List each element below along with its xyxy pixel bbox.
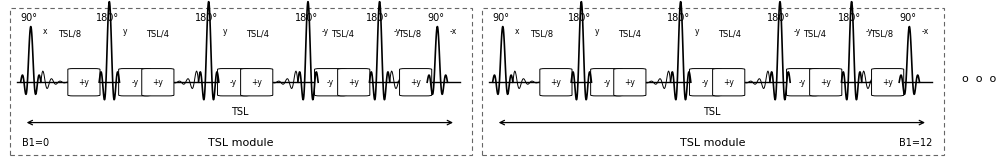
- Text: TSL/4: TSL/4: [803, 29, 826, 38]
- Text: 180°: 180°: [767, 13, 790, 22]
- Text: -y: -y: [794, 27, 801, 36]
- FancyBboxPatch shape: [713, 69, 745, 96]
- Text: +y: +y: [550, 78, 561, 87]
- FancyBboxPatch shape: [540, 69, 572, 96]
- FancyBboxPatch shape: [787, 69, 819, 96]
- Text: TSL/4: TSL/4: [146, 29, 169, 38]
- Text: TSL/8: TSL/8: [530, 29, 554, 38]
- Text: 90°: 90°: [899, 13, 916, 22]
- Text: TSL/4: TSL/4: [331, 29, 354, 38]
- Text: +y: +y: [723, 78, 734, 87]
- Text: +y: +y: [251, 78, 262, 87]
- FancyBboxPatch shape: [68, 69, 100, 96]
- Text: TSL/8: TSL/8: [870, 29, 893, 38]
- Text: B1=0: B1=0: [22, 138, 49, 148]
- Text: TSL: TSL: [231, 107, 249, 117]
- Text: 180°: 180°: [667, 13, 690, 22]
- FancyBboxPatch shape: [315, 69, 347, 96]
- FancyBboxPatch shape: [614, 69, 646, 96]
- FancyBboxPatch shape: [872, 69, 904, 96]
- Text: -y: -y: [799, 78, 806, 87]
- FancyBboxPatch shape: [400, 69, 432, 96]
- FancyBboxPatch shape: [338, 69, 370, 96]
- FancyBboxPatch shape: [218, 69, 250, 96]
- Text: +y: +y: [152, 78, 163, 87]
- Text: o  o  o: o o o: [962, 74, 996, 84]
- Text: TSL module: TSL module: [208, 138, 274, 148]
- Text: +y: +y: [348, 78, 359, 87]
- Text: -y: -y: [702, 78, 709, 87]
- Text: 180°: 180°: [295, 13, 318, 22]
- Text: -y: -y: [322, 27, 329, 36]
- FancyBboxPatch shape: [482, 8, 944, 155]
- FancyBboxPatch shape: [119, 69, 151, 96]
- Text: 90°: 90°: [492, 13, 509, 22]
- Text: TSL/8: TSL/8: [58, 29, 82, 38]
- Text: TSL/4: TSL/4: [718, 29, 741, 38]
- Text: TSL/8: TSL/8: [398, 29, 421, 38]
- Text: -x: -x: [921, 27, 929, 36]
- Text: -y: -y: [230, 78, 237, 87]
- FancyBboxPatch shape: [241, 69, 273, 96]
- FancyBboxPatch shape: [10, 8, 472, 155]
- Text: TSL/4: TSL/4: [246, 29, 269, 38]
- Text: -y: -y: [603, 78, 610, 87]
- Text: y: y: [123, 27, 128, 36]
- Text: x: x: [515, 27, 519, 36]
- Text: TSL: TSL: [703, 107, 721, 117]
- Text: 90°: 90°: [20, 13, 37, 22]
- FancyBboxPatch shape: [810, 69, 842, 96]
- Text: 180°: 180°: [568, 13, 591, 22]
- Text: y: y: [695, 27, 699, 36]
- Text: -y: -y: [393, 27, 401, 36]
- Text: TSL/4: TSL/4: [618, 29, 641, 38]
- Text: y: y: [223, 27, 227, 36]
- Text: x: x: [43, 27, 47, 36]
- Text: +y: +y: [820, 78, 831, 87]
- Text: y: y: [595, 27, 600, 36]
- Text: +y: +y: [624, 78, 635, 87]
- Text: 180°: 180°: [366, 13, 389, 22]
- Text: 90°: 90°: [427, 13, 444, 22]
- Text: 180°: 180°: [838, 13, 861, 22]
- Text: -y: -y: [131, 78, 138, 87]
- Text: -y: -y: [865, 27, 873, 36]
- Text: +y: +y: [410, 78, 421, 87]
- Text: TSL module: TSL module: [680, 138, 746, 148]
- Text: B1=12: B1=12: [899, 138, 932, 148]
- Text: +y: +y: [882, 78, 893, 87]
- Text: -x: -x: [449, 27, 457, 36]
- FancyBboxPatch shape: [690, 69, 722, 96]
- Text: 180°: 180°: [195, 13, 218, 22]
- Text: -y: -y: [327, 78, 334, 87]
- FancyBboxPatch shape: [591, 69, 623, 96]
- Text: +y: +y: [78, 78, 89, 87]
- FancyBboxPatch shape: [142, 69, 174, 96]
- Text: 180°: 180°: [96, 13, 119, 22]
